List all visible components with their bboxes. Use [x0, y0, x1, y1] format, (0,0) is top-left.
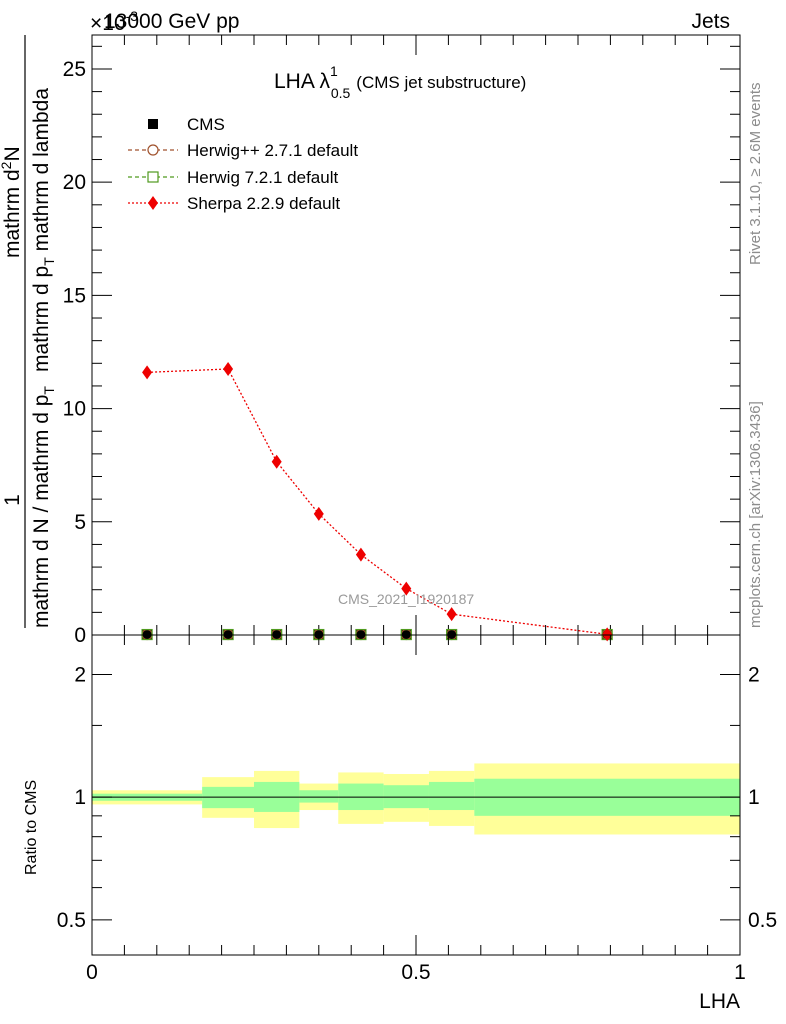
mcplots-label: mcplots.cern.ch [arXiv:1306.3436]	[747, 401, 764, 628]
ratio-y-tick-label-right: 0.5	[748, 909, 777, 932]
legend-sherpa-marker	[148, 196, 158, 210]
ratio-y-tick-label: 1	[74, 786, 86, 809]
sherpa-point	[271, 454, 282, 469]
sherpa-point	[313, 506, 324, 521]
sherpa-point	[223, 361, 234, 376]
legend-herwigpp-marker	[147, 144, 159, 156]
main-axes: 0 5 10 15 20 25	[63, 34, 741, 647]
legend-entry-label: Sherpa 2.2.9 default	[187, 194, 340, 213]
title-sub: 0.5	[331, 85, 351, 101]
x-tick-label: 0	[86, 961, 98, 984]
y-tick-label: 5	[74, 511, 86, 534]
sherpa-point	[446, 607, 457, 622]
process-label: 13000 GeV pp	[104, 10, 239, 33]
ratio-band-green	[428, 781, 475, 811]
sherpa-point	[602, 627, 613, 642]
ratio-y-tick-label-right: 1	[748, 786, 760, 809]
sherpa-point	[401, 581, 412, 596]
ratio-y-tick-label-right: 2	[748, 663, 760, 686]
ratio-axes: 0.5 0.5 1 1 2 2 0 0.5 1	[57, 634, 777, 984]
legend-entry-label: Herwig++ 2.7.1 default	[187, 141, 358, 160]
legend-entry-label: CMS	[187, 115, 225, 134]
ratio-band-green	[299, 790, 339, 803]
exponent-sup: -3	[126, 8, 139, 24]
ylabel-right-rest: N	[1, 146, 24, 161]
ratio-ylabel: Ratio to CMS	[23, 780, 40, 875]
title-suffix: (CMS jet substructure)	[356, 73, 526, 92]
exponent-label: ×10-3	[90, 8, 138, 35]
ratio-bands	[92, 763, 740, 835]
rivet-label: Rivet 3.1.10, ≥ 2.6M events	[747, 83, 764, 266]
y-tick-label: 15	[63, 284, 86, 307]
y-tick-label: 25	[63, 58, 86, 81]
ylabel-right-bottom-rest: mathrm d lambda	[30, 88, 53, 258]
ylabel-right-bottom-sub: T	[41, 257, 57, 266]
analysis-watermark: CMS_2021_I1920187	[338, 591, 474, 607]
ylabel-right-sup: 2	[0, 161, 14, 169]
y-tick-label: 20	[63, 171, 86, 194]
category-label: Jets	[691, 10, 730, 33]
ylabel-denominator-sub: T	[41, 386, 57, 395]
ylabel-right-top: mathrm d2N	[0, 146, 24, 258]
plot-title: LHA λ1 0.5(CMS jet substructure)	[274, 63, 526, 101]
ylabel-numerator: 1	[1, 494, 24, 506]
main-ylabel: 1 mathrm d N / mathrm d pT mathrm d2N ma…	[0, 35, 57, 628]
y-tick-label: 10	[63, 398, 86, 421]
sherpa-point	[142, 365, 153, 380]
x-tick-label: 0.5	[401, 961, 430, 984]
ratio-y-tick-label: 2	[74, 663, 86, 686]
legend: CMS Herwig++ 2.7.1 default Herwig 7.2.1 de…	[128, 115, 358, 213]
legend-entry-label: Herwig 7.2.1 default	[187, 168, 338, 187]
x-tick-label: 1	[734, 961, 746, 984]
ratio-band-green	[383, 785, 429, 809]
ylabel-denominator: mathrm d N / mathrm d pT	[30, 386, 57, 628]
sherpa-point	[355, 547, 366, 562]
ratio-y-tick-label: 0.5	[57, 909, 86, 932]
title-sup: 1	[330, 63, 338, 79]
x-axis-label: LHA	[699, 990, 740, 1013]
ylabel-right-bottom: mathrm d pT mathrm d lambda	[30, 88, 57, 372]
y-tick-label: 0	[74, 624, 86, 647]
legend-cms-marker	[148, 119, 158, 129]
legend-herwig7-marker	[147, 171, 159, 183]
